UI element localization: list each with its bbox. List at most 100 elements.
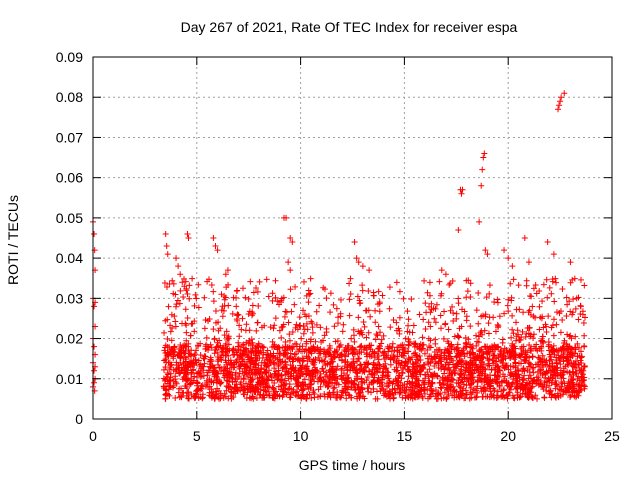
data-point (214, 247, 221, 254)
data-point (327, 394, 334, 401)
data-point (375, 362, 382, 369)
data-point (414, 353, 421, 360)
data-point (581, 363, 588, 370)
data-point (553, 354, 560, 361)
data-point (513, 333, 520, 340)
data-point (393, 358, 400, 365)
data-point (253, 327, 260, 334)
data-point (410, 368, 417, 375)
data-point (481, 150, 488, 157)
data-point (421, 277, 428, 284)
data-point (523, 354, 530, 361)
data-point (399, 384, 406, 391)
data-point (456, 325, 463, 332)
data-point (270, 350, 277, 357)
data-point (579, 311, 586, 318)
data-point (523, 277, 530, 284)
data-point (162, 395, 169, 402)
data-point (382, 360, 389, 367)
data-point (271, 322, 278, 329)
data-point (404, 381, 411, 388)
data-point (307, 290, 314, 297)
data-point (449, 303, 456, 310)
data-point (459, 186, 466, 193)
data-point (558, 94, 565, 101)
data-point (577, 303, 584, 310)
data-point (176, 394, 183, 401)
data-point (227, 369, 234, 376)
data-point (91, 379, 98, 386)
data-point (549, 375, 556, 382)
data-point (268, 374, 275, 381)
data-point (172, 318, 179, 325)
data-point (426, 303, 433, 310)
data-point (254, 288, 261, 295)
data-point (346, 280, 353, 287)
data-point (286, 355, 293, 362)
data-point (161, 385, 168, 392)
data-point (579, 379, 586, 386)
data-point (519, 328, 526, 335)
data-point (409, 354, 416, 361)
data-point (377, 329, 384, 336)
data-point (545, 367, 552, 374)
data-point (208, 378, 215, 385)
data-point (186, 282, 193, 289)
y-tick-label: 0.03 (56, 290, 83, 306)
data-point (581, 343, 588, 350)
data-point (338, 375, 345, 382)
data-point (182, 320, 189, 327)
data-point (572, 305, 579, 312)
data-point (178, 385, 185, 392)
data-point (235, 339, 242, 346)
data-point (398, 375, 405, 382)
data-point (574, 340, 581, 347)
data-point (198, 383, 205, 390)
data-point (272, 277, 279, 284)
data-point (538, 343, 545, 350)
data-point (463, 343, 470, 350)
data-point (234, 351, 241, 358)
data-point (182, 306, 189, 313)
data-point (554, 370, 561, 377)
data-point (288, 344, 295, 351)
data-point (355, 381, 362, 388)
data-point (346, 296, 353, 303)
data-point (471, 394, 478, 401)
data-point (383, 352, 390, 359)
data-point (443, 356, 450, 363)
data-point (561, 380, 568, 387)
data-point (525, 259, 532, 266)
data-point (366, 368, 373, 375)
data-point (291, 351, 298, 358)
data-point (550, 372, 557, 379)
data-point (421, 381, 428, 388)
data-point (354, 350, 361, 357)
data-point (453, 346, 460, 353)
data-point (238, 326, 245, 333)
data-point (345, 374, 352, 381)
data-point (510, 276, 517, 283)
data-point (445, 326, 452, 333)
data-point (334, 320, 341, 327)
data-point (224, 267, 231, 274)
data-point (435, 392, 442, 399)
data-point (373, 365, 380, 372)
data-point (513, 337, 520, 344)
data-point (290, 367, 297, 374)
data-point (581, 332, 588, 339)
data-point (518, 350, 525, 357)
data-point (438, 349, 445, 356)
data-point (494, 296, 501, 303)
data-point (494, 380, 501, 387)
data-points (90, 90, 589, 402)
data-point (193, 359, 200, 366)
data-point (560, 343, 567, 350)
data-point (567, 308, 574, 315)
data-point (350, 326, 357, 333)
data-point (382, 366, 389, 373)
data-point (301, 376, 308, 383)
data-point (577, 276, 584, 283)
data-point (202, 316, 209, 323)
data-point (166, 359, 173, 366)
